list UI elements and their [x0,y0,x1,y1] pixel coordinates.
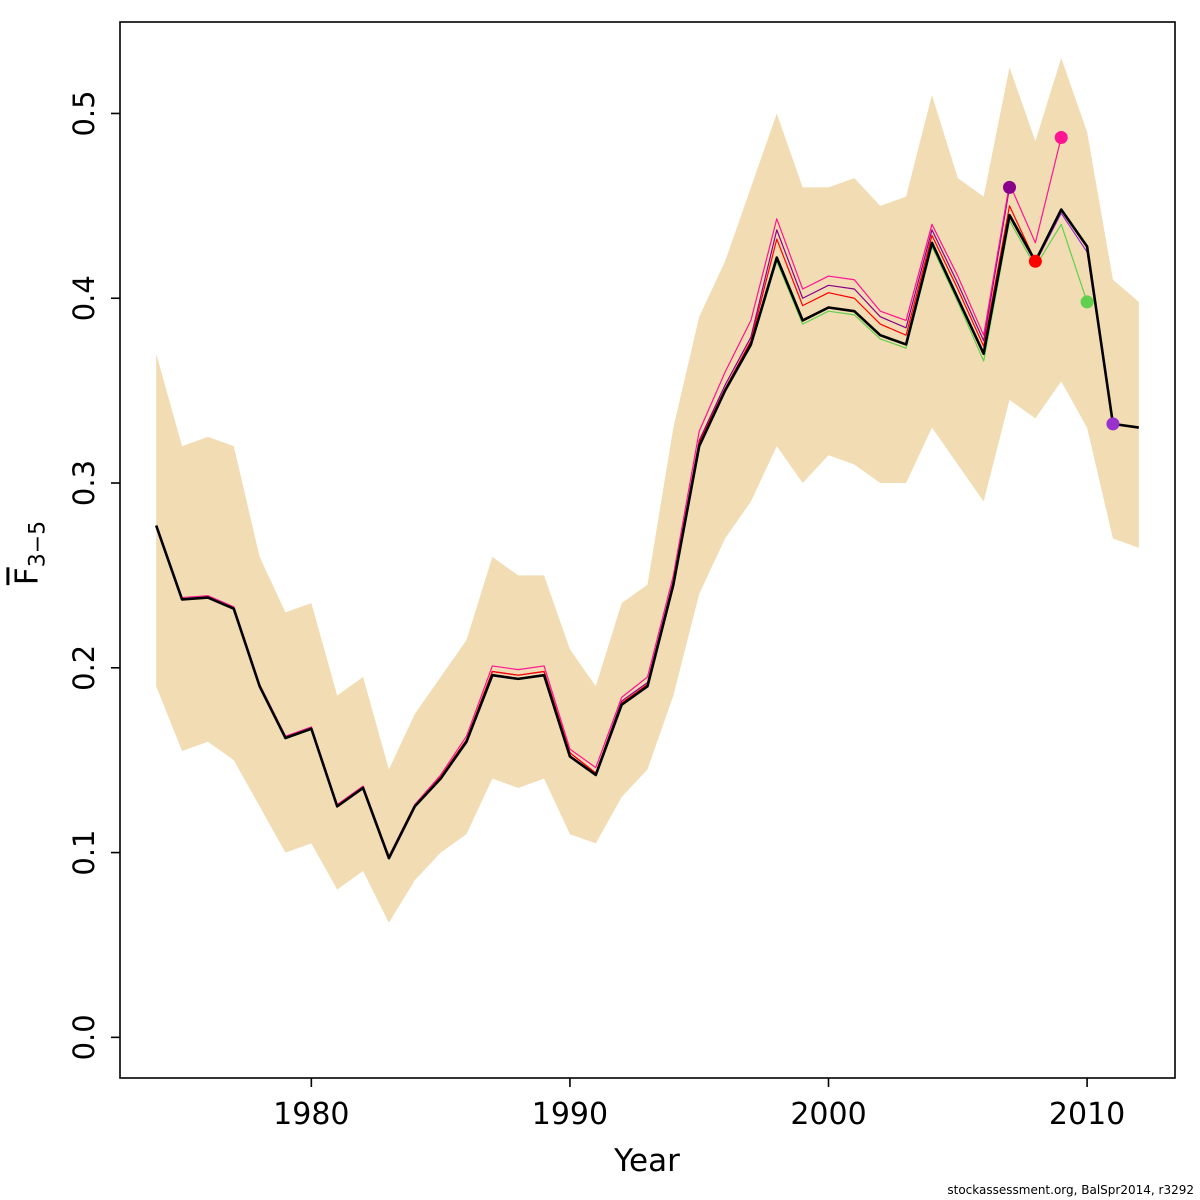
x-axis-tick-label: 1990 [532,1097,608,1132]
endpoint-dot-retro-peel-2011 [1106,417,1120,431]
x-axis-tick-label: 2010 [1049,1097,1125,1132]
y-axis-tick-label: 0.0 [67,1014,101,1060]
watermark-credit: stockassessment.org, BalSpr2014, r3292 [947,1183,1194,1197]
y-axis-tick-label: 0.4 [67,275,101,321]
confidence-band [156,58,1139,923]
x-axis-tick-label: 1980 [273,1097,349,1132]
series-line-final-assessment-run [154,208,1139,860]
endpoint-dot-retro-peel-2007 [1003,180,1017,194]
endpoint-dot-retro-peel-2008 [1028,254,1042,268]
y-axis-tick-label: 0.5 [67,90,101,136]
y-axis-title: F3−5 [9,521,50,585]
y-axis-tick-label: 0.1 [67,830,101,876]
x-axis-title: Year [614,1143,680,1179]
series-line-retro-peel-2009 [155,137,1062,857]
y-axis-tick-label: 0.2 [67,645,101,691]
x-axis-tick-label: 2000 [790,1097,866,1132]
y-axis-title-subscript: 3−5 [25,520,51,568]
plot-box [119,21,1176,1079]
y-axis-title-fbar: F [9,567,46,586]
endpoint-dot-retro-peel-2009 [1054,130,1068,144]
y-axis-tick-label: 0.3 [67,460,101,506]
endpoint-dot-retro-peel-2010 [1080,295,1094,309]
